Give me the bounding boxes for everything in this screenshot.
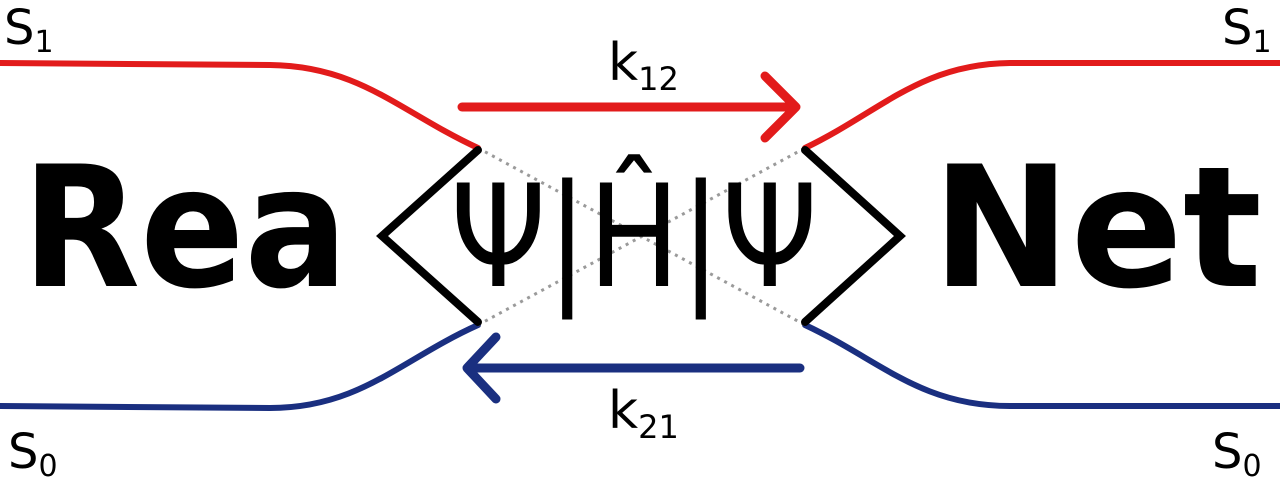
label-s0-bottom-left: S0: [8, 424, 58, 482]
forward-arrow-head: [760, 71, 801, 143]
label-s0-bottom-right: S0: [1212, 424, 1262, 482]
backward-arrow-head: [462, 332, 501, 404]
label-rate-forward: k12: [608, 33, 679, 98]
s1-curve-left: [0, 60, 481, 151]
crossing-line-b: [477, 146, 806, 327]
label-s1-top-left: S1: [4, 0, 54, 60]
label-rate-backward: k21: [608, 381, 679, 446]
word-left: Rea: [22, 130, 348, 326]
s0-curve-right: [802, 322, 1280, 409]
label-s1-top-right: S1: [1222, 0, 1272, 60]
left-angle-bracket: [376, 146, 482, 326]
s1-curve-right: [802, 60, 1280, 151]
word-right: Net: [932, 130, 1262, 326]
bra-ket-expression: Ψ|Ĥ|Ψ: [450, 153, 818, 320]
right-angle-bracket: [801, 146, 906, 326]
s0-curve-left: [0, 322, 481, 412]
